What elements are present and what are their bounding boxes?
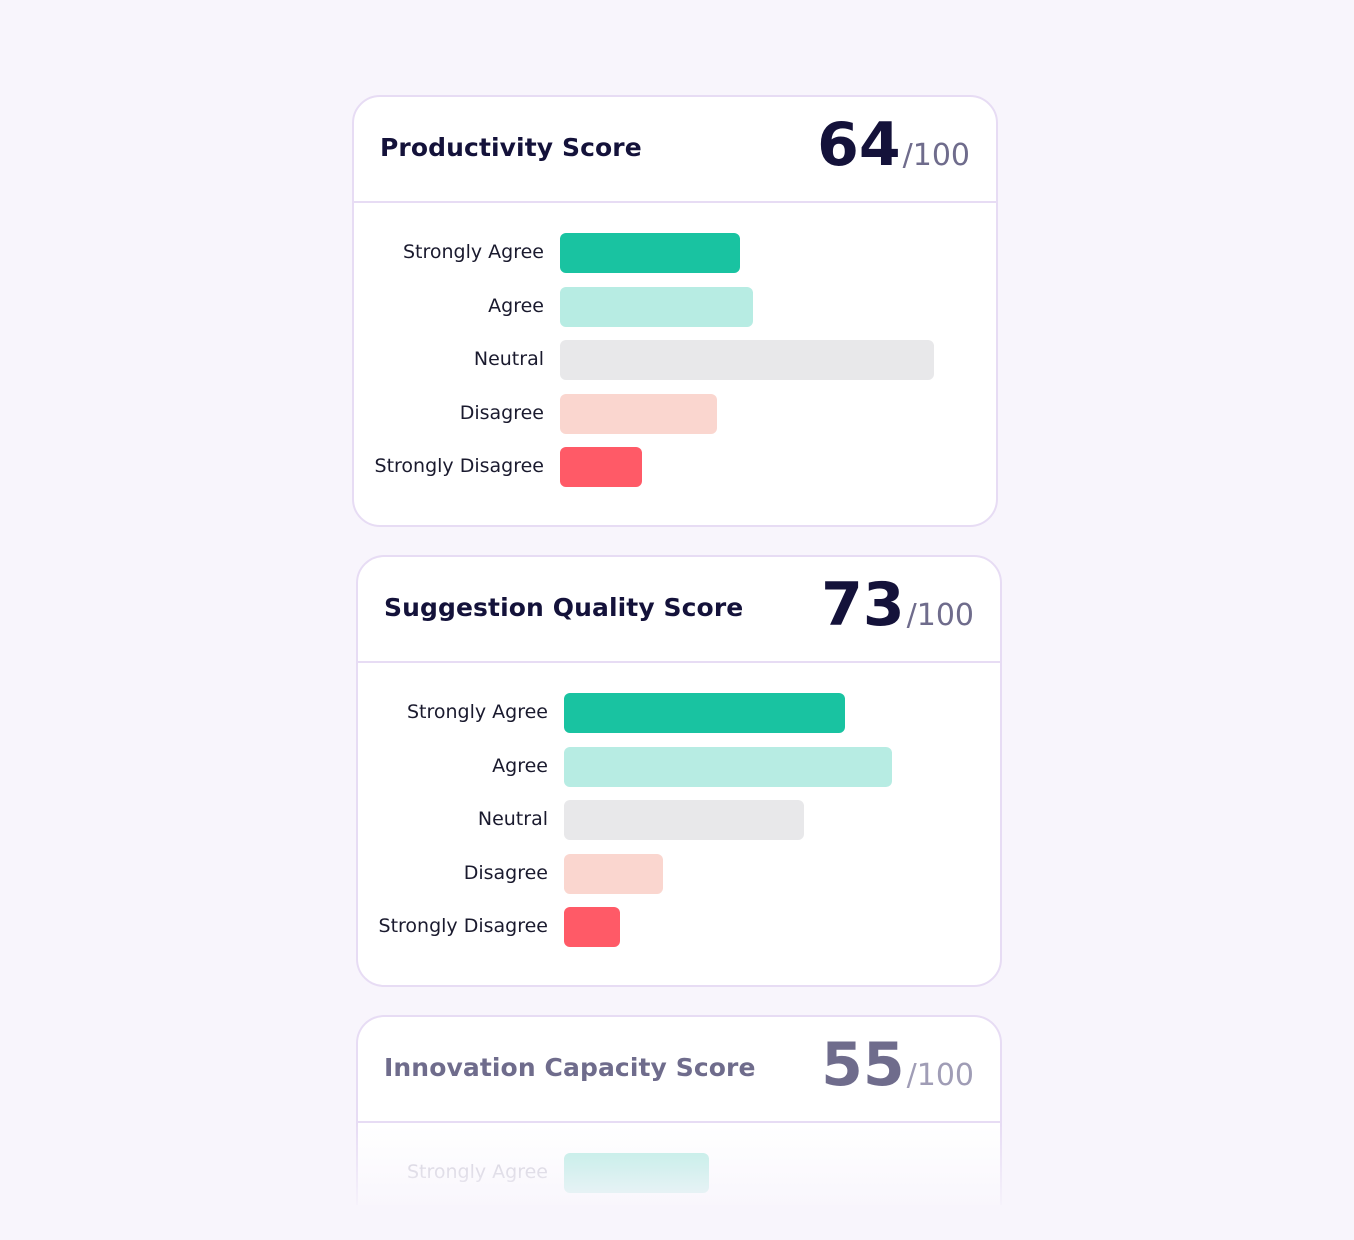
bar-row: Strongly Agree (354, 233, 996, 273)
card-header: Productivity Score 64/100 (354, 97, 996, 203)
bar-label: Agree (492, 754, 548, 777)
score-value: 55 (821, 1030, 905, 1100)
bar-label: Strongly Disagree (374, 455, 544, 478)
bar-row: Strongly Agree (358, 693, 1000, 733)
bar-label: Strongly Agree (402, 241, 544, 263)
bar-row: Strongly Agree (358, 1153, 1000, 1193)
bar (564, 693, 845, 733)
bar (564, 853, 663, 894)
bar-label: Neutral (477, 808, 548, 831)
card-title: Productivity Score (380, 133, 642, 162)
score-max: /100 (906, 598, 974, 633)
bar-row: Strongly Disagree (354, 447, 996, 488)
bar-row: Agree (354, 286, 996, 327)
score-max: /100 (902, 138, 970, 173)
score-card: Suggestion Quality Score 73/100 Strongly A… (356, 555, 1002, 987)
score-card: Innovation Capacity Score 55/100 Strongly … (356, 1015, 1002, 1205)
bar (560, 340, 934, 381)
bar (564, 907, 620, 948)
bar (560, 286, 753, 327)
bar-label: Disagree (459, 401, 544, 424)
score-value: 73 (821, 570, 905, 640)
card-title: Suggestion Quality Score (384, 593, 744, 622)
bar (560, 393, 717, 434)
score-display: 64/100 (817, 115, 970, 175)
bar-row: Strongly Disagree (358, 907, 1000, 948)
bar-row: Neutral (354, 340, 996, 381)
bar-label: Strongly Agree (406, 1161, 548, 1183)
bar (564, 1153, 709, 1193)
bar-row: Disagree (354, 393, 996, 434)
bar (564, 800, 804, 841)
bar-row: Agree (358, 746, 1000, 787)
score-max: /100 (906, 1058, 974, 1093)
bar-row: Neutral (358, 800, 1000, 841)
card-title: Innovation Capacity Score (384, 1053, 756, 1082)
score-display: 55/100 (821, 1035, 974, 1095)
score-value: 64 (817, 110, 901, 180)
score-card: Productivity Score 64/100 Strongly Agree Ag… (352, 95, 998, 527)
bar-label: Disagree (463, 861, 548, 884)
bar-row: Disagree (358, 853, 1000, 894)
bar-label: Agree (488, 294, 544, 317)
card-header: Suggestion Quality Score 73/100 (358, 557, 1000, 663)
bar (560, 233, 740, 273)
bar (564, 746, 892, 787)
card-header: Innovation Capacity Score 55/100 (358, 1017, 1000, 1123)
bar-label: Strongly Disagree (378, 915, 548, 938)
bar-label: Strongly Agree (406, 701, 548, 723)
bar-label: Neutral (473, 348, 544, 371)
bar (560, 447, 642, 488)
score-display: 73/100 (821, 575, 974, 635)
